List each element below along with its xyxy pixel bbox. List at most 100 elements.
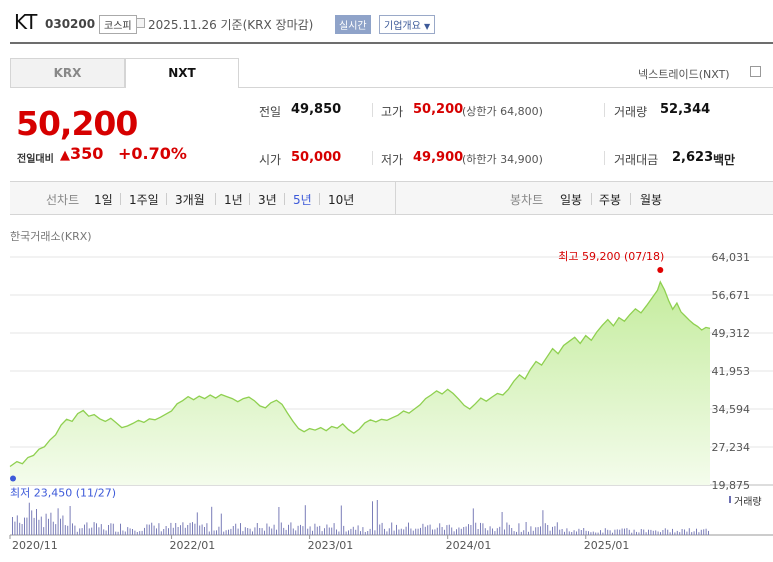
volume-bar bbox=[556, 522, 558, 535]
volume-bar bbox=[559, 529, 561, 535]
volume-bar bbox=[703, 529, 705, 535]
y-tick-label: 41,953 bbox=[712, 365, 751, 378]
nxt-checkbox[interactable] bbox=[750, 66, 761, 77]
volume-bar bbox=[700, 529, 702, 535]
volume-bar bbox=[638, 532, 640, 535]
period-divider bbox=[395, 182, 396, 214]
volume-bar bbox=[576, 531, 577, 535]
volume-bar bbox=[139, 531, 141, 535]
separator bbox=[630, 193, 631, 205]
volume-bar bbox=[470, 525, 472, 535]
period-3y[interactable]: 3년 bbox=[258, 193, 277, 207]
corp-info-button[interactable]: 기업개요 ▼ bbox=[379, 15, 436, 34]
volume-bar bbox=[477, 529, 479, 535]
volume-bar bbox=[172, 527, 174, 535]
volume-bar bbox=[446, 525, 448, 535]
volume-bar bbox=[60, 518, 61, 535]
tab-krx[interactable]: KRX bbox=[10, 58, 125, 88]
period-1w[interactable]: 1주일 bbox=[129, 193, 159, 207]
volume-bar bbox=[696, 528, 697, 535]
volume-bar bbox=[148, 524, 150, 535]
volume-bar bbox=[216, 530, 217, 535]
volume-bar bbox=[537, 527, 539, 535]
volume-bar bbox=[256, 523, 258, 535]
volume-bar bbox=[487, 530, 489, 535]
candle-monthly[interactable]: 월봉 bbox=[640, 193, 663, 207]
volume-bar bbox=[163, 529, 165, 535]
volume-bar bbox=[544, 523, 546, 535]
volume-bar bbox=[295, 530, 297, 535]
volume-bar bbox=[376, 500, 378, 535]
volume-bar bbox=[444, 529, 445, 535]
volume-bar bbox=[489, 526, 491, 535]
volume-bar bbox=[40, 516, 42, 535]
volume-bar bbox=[628, 529, 630, 535]
volume-bar bbox=[360, 531, 361, 535]
volume-bar bbox=[48, 518, 49, 535]
volume-bar bbox=[566, 528, 568, 535]
volume-bar bbox=[165, 526, 167, 535]
volume-bar bbox=[616, 529, 618, 535]
y-tick-label: 64,031 bbox=[712, 251, 751, 264]
change-value: ▲350 bbox=[60, 144, 103, 163]
period-1y[interactable]: 1년 bbox=[224, 193, 243, 207]
up-triangle-icon: ▲ bbox=[60, 148, 70, 163]
volume-bar bbox=[307, 528, 309, 535]
volume-bar bbox=[655, 530, 657, 535]
volume-bar bbox=[573, 530, 575, 535]
volume-bar bbox=[319, 525, 321, 535]
volume-bar bbox=[93, 522, 95, 535]
period-10y[interactable]: 10년 bbox=[328, 193, 355, 207]
volume-bar bbox=[513, 531, 515, 535]
volume-bar bbox=[292, 528, 294, 535]
period-3m[interactable]: 3개월 bbox=[175, 193, 205, 207]
volume-bar bbox=[88, 528, 90, 535]
volume-bar bbox=[679, 532, 681, 535]
volume-bar bbox=[350, 528, 352, 535]
volume-bar bbox=[580, 530, 582, 535]
separator bbox=[284, 193, 285, 205]
volume-bar bbox=[24, 517, 25, 535]
volume-bar bbox=[69, 506, 71, 535]
volume-bar bbox=[415, 528, 417, 535]
volume-bar bbox=[117, 531, 119, 535]
volume-bar bbox=[554, 526, 556, 535]
volume-bar bbox=[393, 530, 395, 535]
volume-bar bbox=[388, 528, 390, 535]
volume-bar bbox=[105, 530, 107, 535]
period-1d[interactable]: 1일 bbox=[94, 193, 113, 207]
volume-bar bbox=[326, 524, 328, 535]
volume-bar bbox=[110, 523, 112, 535]
upper-limit: (상한가 64,800) bbox=[462, 105, 543, 118]
change-amount: 350 bbox=[70, 144, 104, 163]
tab-underline bbox=[239, 87, 773, 88]
volume-bar bbox=[391, 522, 393, 535]
volume-bar bbox=[192, 522, 193, 535]
min-point-marker bbox=[10, 475, 16, 482]
volume-bar bbox=[374, 530, 376, 535]
volume-bar bbox=[338, 531, 340, 535]
candle-weekly[interactable]: 주봉 bbox=[599, 193, 622, 207]
volume-bar bbox=[408, 522, 409, 535]
volume-bar bbox=[636, 531, 637, 535]
volume-bars bbox=[10, 500, 773, 536]
volume-bar bbox=[208, 531, 210, 535]
volume-bar bbox=[184, 527, 186, 535]
candle-daily[interactable]: 일봉 bbox=[560, 193, 583, 207]
volume-bar bbox=[633, 529, 635, 535]
volume-bar bbox=[98, 527, 100, 535]
period-5y[interactable]: 5년 bbox=[293, 193, 312, 207]
realtime-badge[interactable]: 실시간 bbox=[335, 15, 371, 34]
volume-bar bbox=[504, 529, 505, 535]
volume-bar bbox=[451, 527, 453, 535]
volume-legend: 거래량 bbox=[734, 497, 762, 508]
x-tick-label: 2025/01 bbox=[584, 539, 630, 552]
low-value: 49,900 bbox=[413, 150, 464, 165]
volume-bar bbox=[124, 531, 126, 535]
volume-bar bbox=[345, 531, 347, 535]
volume-bar bbox=[132, 529, 133, 535]
volume-bar bbox=[153, 525, 155, 535]
nxt-link[interactable]: 넥스트레이드(NXT) bbox=[638, 68, 730, 81]
volume-bar bbox=[482, 523, 484, 535]
tab-nxt[interactable]: NXT bbox=[125, 58, 239, 88]
